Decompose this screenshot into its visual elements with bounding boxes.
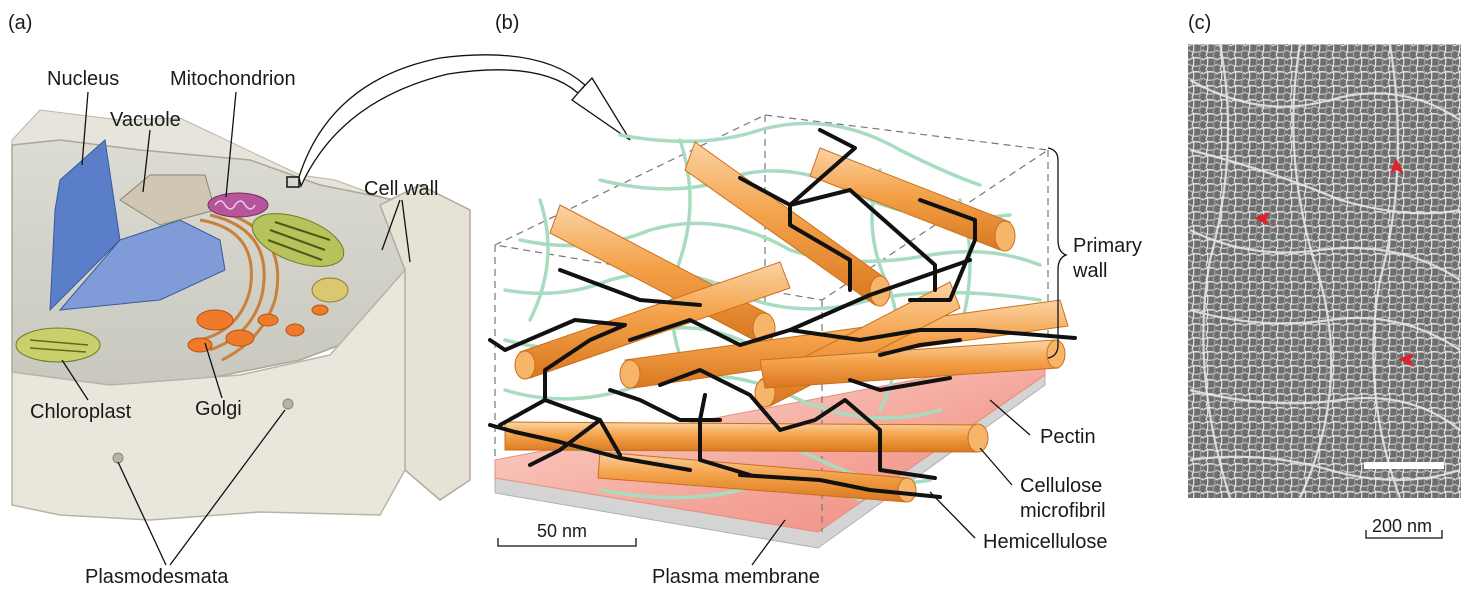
zoom-arrow xyxy=(298,54,631,189)
panel-label-b: (b) xyxy=(495,12,520,34)
label-golgi: Golgi xyxy=(195,398,242,420)
label-cell-wall: Cell wall xyxy=(364,178,439,200)
panel-b-leader-lines xyxy=(751,399,1031,566)
label-nucleus: Nucleus xyxy=(47,68,120,90)
label-vacuole: Vacuole xyxy=(110,109,181,131)
cellulose-microfibril xyxy=(504,421,989,453)
panel-label-a: (a) xyxy=(8,12,33,34)
label-plasmodesmata: Plasmodesmata xyxy=(85,566,229,588)
label-chloroplast: Chloroplast xyxy=(30,401,132,423)
scale-bar-50nm xyxy=(497,538,637,547)
plasmodesma-dot xyxy=(282,398,294,410)
label-hemicellulose: Hemicellulose xyxy=(983,531,1108,553)
chloroplast-shape xyxy=(15,327,101,363)
label-plasma-membrane: Plasma membrane xyxy=(652,566,820,588)
label-primary-wall-line1: Primary xyxy=(1073,235,1142,257)
mitochondrion-shape xyxy=(207,192,269,218)
panel-a-cell-illustration xyxy=(11,109,471,521)
red-arrowhead xyxy=(1254,212,1270,226)
label-pectin: Pectin xyxy=(1040,426,1096,448)
plasmodesma-dot xyxy=(112,452,124,464)
nucleus-shape xyxy=(49,139,121,312)
label-cellulose-line1: Cellulose xyxy=(1020,475,1103,497)
label-cellulose-line2: microfibril xyxy=(1020,500,1106,522)
red-arrowhead xyxy=(1398,353,1414,367)
hemicellulose-strands xyxy=(488,128,1077,499)
zoom-region-marker xyxy=(286,176,300,188)
panel-label-c: (c) xyxy=(1188,12,1212,34)
primary-wall-bracket xyxy=(1047,147,1068,359)
scale-bar-200nm xyxy=(1365,530,1443,539)
cellulose-microfibril xyxy=(809,147,1016,252)
label-scale-200nm: 200 nm xyxy=(1372,516,1433,536)
panel-b-cell-wall-model xyxy=(488,114,1077,566)
label-scale-50nm: 50 nm xyxy=(537,521,588,541)
micrograph-scale-bar xyxy=(1364,462,1444,469)
label-mitochondrion: Mitochondrion xyxy=(170,68,296,90)
panel-a-leader-lines xyxy=(61,91,411,566)
panel-c-micrograph xyxy=(1188,43,1461,539)
label-primary-wall-line2: wall xyxy=(1073,260,1108,282)
cellulose-microfibril xyxy=(514,261,791,380)
red-arrowhead xyxy=(1390,158,1404,174)
